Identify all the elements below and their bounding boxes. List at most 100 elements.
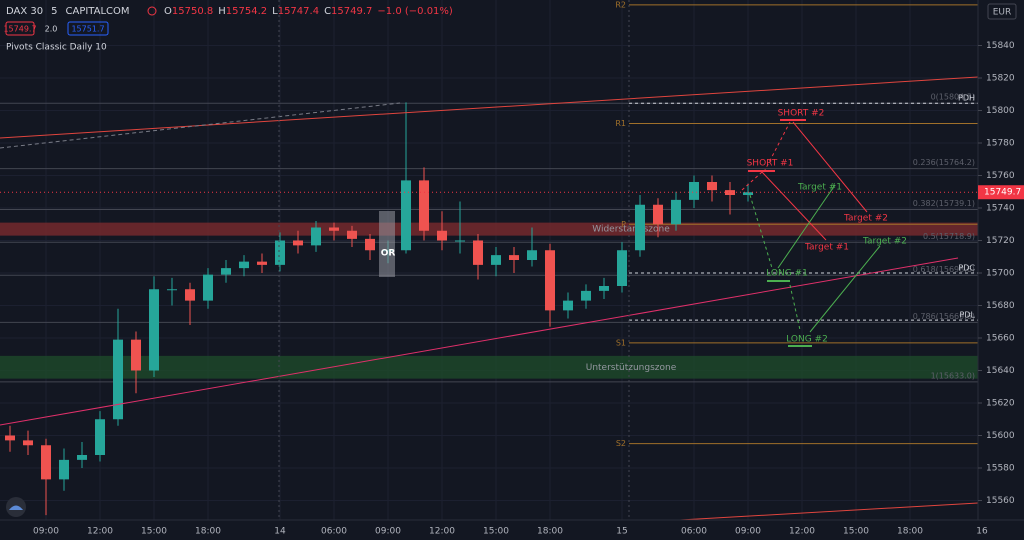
fib-label: 1(15633.0) [931,371,975,380]
candle-body [329,227,339,231]
fib-label: 0.786(15669.6) [913,312,975,321]
x-tick-label: 09:00 [375,527,401,537]
ask[interactable]: 15751.7 [71,25,104,34]
annotation: Target #2 [843,214,888,224]
annotation: OR [381,249,396,259]
currency-box[interactable] [987,3,1017,20]
legend: DAX 30 5 CAPITALCOM O15750.8 H15754.2 L15747… [3,6,452,53]
trade-plan [741,119,881,347]
spread: 2.0 [45,25,58,34]
status-dot [147,6,157,16]
candle-body [59,459,69,480]
y-tick-label: 15600 [986,431,1015,441]
currency[interactable]: EUR [993,8,1012,18]
ohlc-key: C [324,6,331,17]
y-tick-label: 15840 [986,41,1015,51]
candle-body [311,227,321,246]
x-tick-label: 12:00 [429,527,455,537]
price-axis [978,0,1024,540]
candle-body [725,190,735,195]
prev-day-label: PDL [960,311,976,320]
trade-labels: SHORT #2 SHORT #1 Target #1 Target #2 LO… [747,109,907,345]
zone-label: Widerstandszone [592,225,670,235]
ohlc-key: L [272,6,278,17]
exchange: CAPITALCOM [66,6,130,17]
arrow [792,121,868,213]
path [749,194,773,269]
candle-body [563,300,573,311]
candle-body [527,250,537,260]
candle-body [131,339,141,371]
pivot-label: R1 [615,119,626,128]
fib-label: 0.382(15739.1) [913,199,975,208]
path [789,284,801,331]
zone-label: Unterstützungszone [586,363,677,373]
x-tick-label: 18:00 [537,527,563,537]
candle-body [509,255,519,260]
candle-body [113,339,123,420]
trendline [679,502,979,521]
annotation: LONG #1 [766,269,808,279]
arrow [777,184,836,269]
y-tick-label: 15620 [986,399,1015,409]
y-tick-label: 15560 [986,496,1015,506]
candle-body [257,261,267,265]
candle-body [149,289,159,371]
y-tick-label: 15580 [986,464,1015,474]
ohlc-key: O [164,6,172,17]
fib-label: 0.236(15764.2) [913,158,975,167]
logo-icon [9,505,23,510]
indicator: Pivots Classic Daily 10 [6,43,107,53]
plot-area: Widerstandszone Unterstützungszone 0(15804… [0,0,983,520]
ask-box[interactable] [67,21,109,36]
candle-body [743,192,753,195]
candle-body [167,289,177,291]
annotation: Target #1 [804,243,849,253]
candle-body [239,261,249,269]
x-tick-label: 15:00 [141,527,167,537]
annotation: Target #2 [862,237,907,247]
ohlc-value: 15750.8 [172,6,213,17]
candle-body [653,204,663,225]
candle-body [473,240,483,265]
candle-body [599,286,609,291]
candle-body [689,182,699,200]
x-tick-label: 12:00 [87,527,113,537]
candle-body [347,230,357,239]
candle-body [707,182,717,191]
x-tick-label: 16 [976,527,988,537]
candle-body [455,240,465,242]
candle-body [671,199,681,225]
candle-body [581,290,591,301]
x-tick-label: 18:00 [897,527,923,537]
prev-day-label: PDH [958,94,975,103]
x-tick-label: 15 [616,527,627,537]
y-tick-label: 15720 [986,236,1015,246]
candle-body [491,255,501,265]
or-box [379,211,395,277]
candle-body [185,289,195,301]
bid-box[interactable] [5,21,35,36]
last-price-label: 15749.7 [984,188,1021,198]
x-tick-label: 14 [274,527,286,537]
bid[interactable]: 15749.7 [3,25,36,34]
annotation: Target #1 [797,183,842,193]
arrow [809,245,881,333]
path [741,171,763,191]
candle-body [41,445,51,480]
pivot-label: P [621,220,626,229]
trendline [0,76,979,139]
candle-body [23,440,33,446]
candle-body [221,268,231,275]
ohlc: O15750.8 H15754.2 L15747.4 C15749.7 −1.0 (−0… [164,6,453,17]
candle-body [419,180,429,231]
zone [0,222,978,236]
x-tick-label: 12:00 [789,527,815,537]
candle-body [635,204,645,251]
pivot-label: S2 [616,439,626,448]
symbol-name: DAX 30 [6,6,43,17]
arrow [761,171,827,241]
y-tick-label: 15760 [986,171,1015,181]
